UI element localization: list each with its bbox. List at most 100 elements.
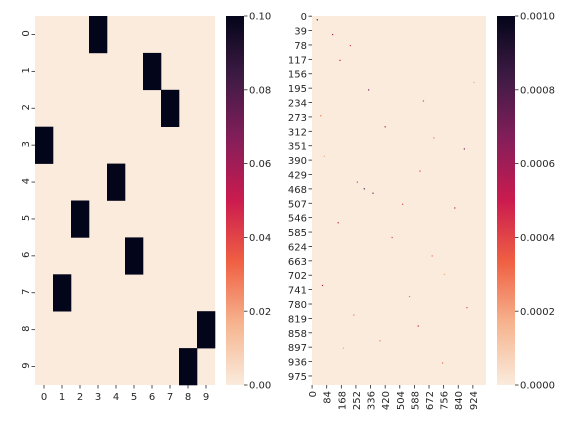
- heatmap-left-cell: [125, 237, 144, 275]
- right-y-tick-label: 312: [288, 127, 307, 138]
- right-y-tick-label: 234: [288, 99, 307, 110]
- right-y-tick-label: 702: [288, 271, 307, 282]
- right-y-tick-label: 741: [288, 286, 307, 297]
- heatmap-right-cell: [422, 100, 425, 102]
- right-x-tick-label: 168: [337, 391, 348, 410]
- right-y-tick-label: 273: [288, 113, 307, 124]
- left-x-tick-label: 7: [167, 392, 173, 403]
- left-x-tick-label: 6: [149, 392, 155, 403]
- left-y-tick-label: 1: [21, 67, 32, 73]
- heatmap-right-cell: [443, 273, 445, 275]
- colorbar-right-tick-label: 0.0010: [520, 12, 555, 23]
- right-y-tick-label: 897: [288, 343, 307, 354]
- heatmap-left-cell: [35, 126, 54, 164]
- heatmap-right-cell: [316, 19, 318, 21]
- colorbar-right-tick-label: 0.0008: [520, 85, 555, 96]
- colorbar-left-tick-label: 0.10: [249, 12, 271, 23]
- heatmap-left-cell: [53, 274, 72, 312]
- right-x-tick-label: 588: [410, 391, 421, 410]
- left-x-tick-label: 9: [203, 392, 209, 403]
- colorbar-left-tick-label: 0.02: [249, 307, 271, 318]
- heatmap-right-cell: [384, 126, 386, 128]
- right-x-tick-label: 0: [308, 391, 319, 397]
- colorbar-left-tick-label: 0.04: [249, 233, 271, 244]
- right-x-tick-label: 336: [367, 391, 378, 410]
- left-x-tick-label: 2: [77, 392, 83, 403]
- colorbar-right: 0.0000 0.0002 0.0004 0.0006 0.0008 0.0010: [497, 12, 555, 392]
- heatmap-right-cell: [442, 362, 444, 364]
- right-x-tick-label: 252: [352, 391, 363, 410]
- left-y-tick-label: 8: [21, 325, 32, 331]
- colorbar-left-tick-label: 0.00: [249, 381, 271, 392]
- colorbar-left-tick-label: 0.08: [249, 85, 271, 96]
- right-y-tick-label: 663: [288, 257, 307, 268]
- colorbar-left: 0.00 0.02 0.04 0.06 0.08 0.10: [226, 12, 271, 392]
- left-y-tick-label: 4: [21, 178, 32, 184]
- heatmap-right-cell: [433, 137, 435, 139]
- left-x-tick-label: 4: [113, 392, 119, 403]
- right-y-tick-label: 390: [288, 156, 307, 167]
- heatmap-right-background: [312, 16, 486, 385]
- colorbar-left-gradient: [226, 16, 244, 385]
- left-x-tick-label: 5: [131, 392, 137, 403]
- left-y-tick-label: 6: [21, 252, 32, 258]
- heatmap-right-cell: [363, 188, 365, 190]
- heatmap-right-cell: [349, 45, 351, 47]
- right-x-tick-label: 756: [440, 391, 451, 410]
- heatmap-right-cell: [372, 192, 374, 194]
- heatmap-right-cell: [337, 222, 339, 224]
- heatmap-right-cell: [339, 59, 341, 61]
- right-y-tick-label: 936: [288, 358, 307, 369]
- left-x-tick-label: 3: [95, 392, 101, 403]
- left-y-tick-label: 9: [21, 362, 32, 368]
- heatmap-right-cell: [356, 181, 358, 183]
- left-y-tick-label: 5: [21, 215, 32, 221]
- heatmap-right-cell: [368, 89, 370, 91]
- heatmap-left-cell: [197, 311, 216, 349]
- right-y-tick-label: 195: [288, 84, 307, 95]
- heatmap-left-cell: [143, 52, 162, 91]
- right-x-tick-label: 840: [454, 391, 465, 410]
- heatmap-right-cell: [473, 81, 475, 84]
- left-x-tick-label: 0: [41, 392, 47, 403]
- right-y-tick-label: 819: [288, 314, 307, 325]
- heatmap-right-cell: [401, 203, 404, 205]
- right-y-tick-label: 858: [288, 329, 307, 340]
- heatmap-left-cell: [107, 163, 126, 201]
- heatmap-right-cell: [391, 236, 393, 239]
- left-y-tick-label: 0: [21, 30, 32, 36]
- heatmap-right-cell: [320, 115, 322, 117]
- heatmap-right-cell: [419, 170, 421, 172]
- left-x-tick-label: 8: [185, 392, 191, 403]
- heatmap-left-cell: [179, 348, 198, 386]
- right-y-tick-label: 780: [288, 300, 307, 311]
- right-y-tick-label: 78: [294, 41, 307, 52]
- heatmap-right-cell: [454, 207, 456, 209]
- colorbar-right-tick-label: 0.0004: [520, 233, 555, 244]
- colorbar-left-tick-label: 0.06: [249, 159, 271, 170]
- right-x-tick-label: 504: [396, 391, 407, 410]
- right-y-tick-label: 585: [288, 228, 307, 239]
- left-y-tick-label: 3: [21, 141, 32, 147]
- right-y-tick-label: 39: [294, 27, 307, 38]
- colorbar-right-tick-label: 0.0002: [520, 307, 555, 318]
- right-y-tick-label: 975: [288, 372, 307, 383]
- heatmap-right-cell: [466, 307, 468, 309]
- right-y-tick-label: 546: [288, 214, 307, 225]
- right-y-tick-label: 0: [301, 12, 307, 23]
- heatmap-right-cell: [408, 295, 411, 298]
- left-x-tick-label: 1: [59, 392, 65, 403]
- right-x-tick-label: 924: [469, 391, 480, 410]
- heatmap-left-cell: [71, 200, 90, 238]
- left-y-tick-label: 7: [21, 289, 32, 295]
- heatmap-right: 0 39 78 117 156 195 234 273 312 351 390 429 468 507 54…: [288, 12, 486, 410]
- heatmap-left-cell: [161, 89, 180, 127]
- right-x-tick-label: 420: [381, 391, 392, 410]
- colorbar-right-tick-label: 0.0000: [520, 381, 555, 392]
- right-y-tick-label: 429: [288, 170, 307, 181]
- right-y-tick-label: 351: [288, 142, 307, 153]
- heatmap-left: 0 1 2 3 4 5 6 7 8 9 0 1 2 3 4 5 6 7 8 9: [21, 16, 216, 403]
- left-y-tick-label: 2: [21, 104, 32, 110]
- right-y-tick-label: 156: [288, 70, 307, 81]
